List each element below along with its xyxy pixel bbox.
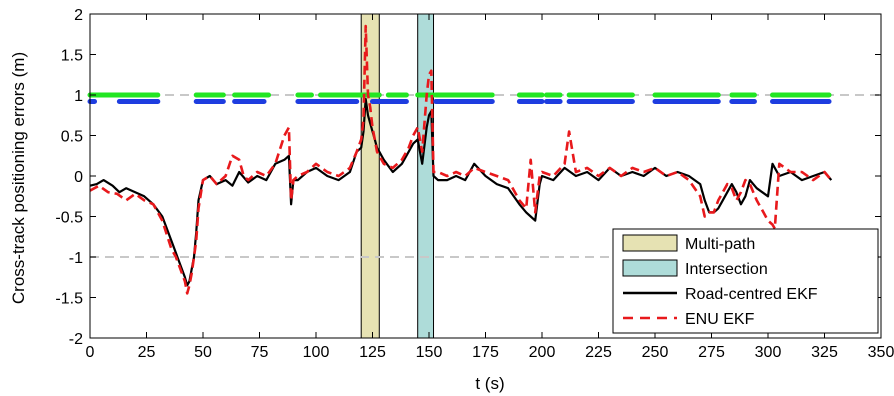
x-tick-label-3: 75 <box>251 344 269 361</box>
shaded-regions <box>360 13 435 339</box>
x-tick-label-14: 350 <box>868 344 894 361</box>
y-tick-label-8: 2 <box>74 7 83 24</box>
x-tick-label-0: 0 <box>86 344 95 361</box>
x-tick-label-4: 100 <box>303 344 330 361</box>
x-tick-label-13: 325 <box>811 344 838 361</box>
legend-label-road-centred-ekf: Road-centred EKF <box>685 286 818 303</box>
x-tick-label-9: 225 <box>585 344 612 361</box>
y-tick-label-6: 1 <box>74 88 83 105</box>
y-tick-label-0: -2 <box>69 331 83 348</box>
y-tick-label-2: -1 <box>69 250 83 267</box>
axes: 0 25 50 75 100 125 150 175 200 225 250 275 300 325 350… <box>55 7 894 361</box>
x-tick-label-11: 275 <box>698 344 725 361</box>
legend: Multi-path Intersection Road-centred EKF EN… <box>612 228 879 334</box>
legend-label-multi-path: Multi-path <box>685 236 755 253</box>
y-axis-label: Cross-track positioning errors (m) <box>9 52 28 304</box>
x-tick-label-10: 250 <box>642 344 669 361</box>
legend-swatch-intersection <box>622 259 678 277</box>
y-tick-label-7: 1.5 <box>61 48 83 65</box>
x-tick-label-2: 50 <box>194 344 212 361</box>
x-tick-label-5: 125 <box>359 344 386 361</box>
x-axis-label: t (s) <box>475 374 504 393</box>
series-line-enu-ekf <box>89 24 833 295</box>
region-multi-path <box>360 13 380 339</box>
x-tick-label-6: 150 <box>416 344 443 361</box>
y-tick-label-1: -1.5 <box>55 291 83 308</box>
x-tick-label-7: 175 <box>472 344 499 361</box>
region-intersection <box>417 13 435 339</box>
series-layer <box>89 24 833 295</box>
x-tick-label-12: 300 <box>755 344 782 361</box>
y-tick-label-4: 0 <box>74 169 83 186</box>
x-tick-label-8: 200 <box>529 344 556 361</box>
y-tick-label-5: 0.5 <box>61 129 83 146</box>
legend-label-intersection: Intersection <box>685 261 768 278</box>
event-bars <box>87 92 832 104</box>
legend-swatch-multi-path <box>622 234 678 252</box>
y-tick-label-3: -0.5 <box>55 210 83 227</box>
legend-label-enu-ekf: ENU EKF <box>685 311 755 328</box>
x-tick-label-1: 25 <box>138 344 156 361</box>
